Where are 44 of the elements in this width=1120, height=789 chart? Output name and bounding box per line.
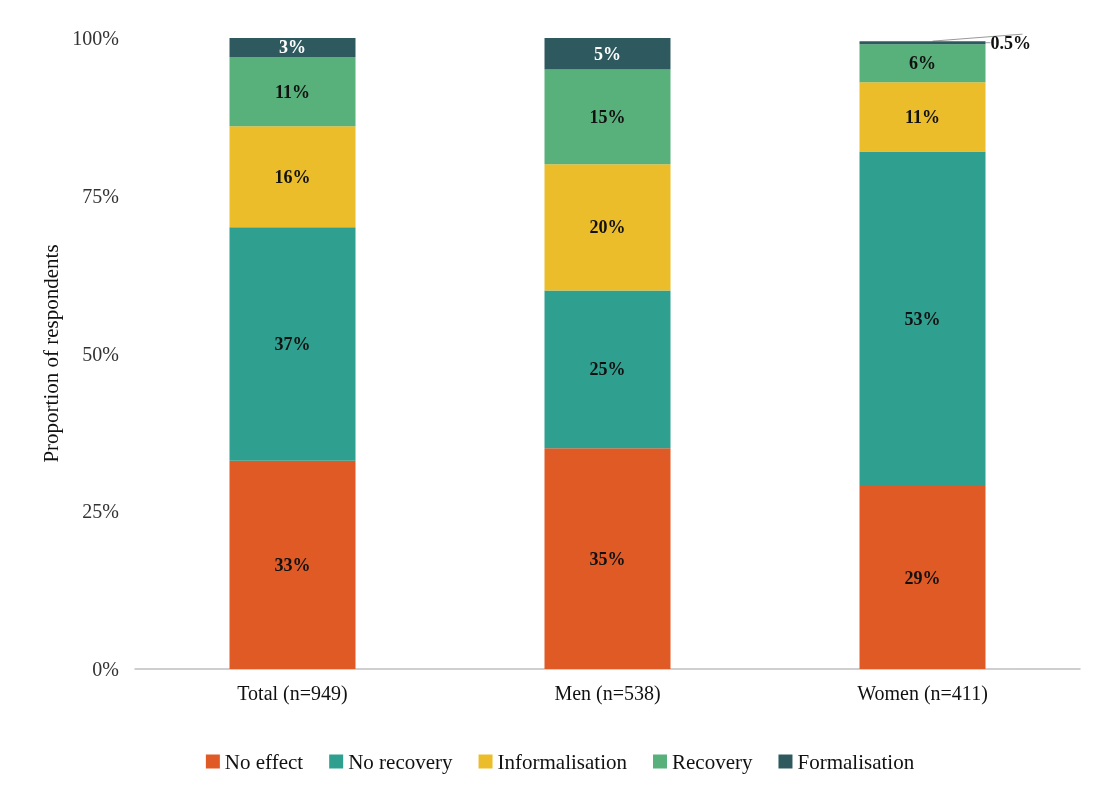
data-label: 33% [274,554,311,575]
data-label: 6% [909,53,936,74]
data-label: 5% [594,43,621,64]
legend-label: No effect [224,749,304,774]
legend-label: Recovery [672,749,753,774]
data-label: 11% [274,81,311,102]
data-label: 3% [279,37,306,58]
bar [229,126,356,228]
bar [859,486,986,669]
bar [859,151,986,487]
y-tick-label: 25% [82,500,119,523]
bar [859,44,986,83]
y-tick-label: 0% [92,658,119,680]
x-tick-label: Women (n=411) [857,682,988,705]
data-label: 37% [274,334,311,355]
data-label: 20% [589,217,626,238]
bar [229,227,356,461]
x-tick-label: Men (n=538) [554,682,661,705]
legend-label: Formalisation [797,749,915,774]
y-tick-label: 100% [72,27,119,49]
bar [544,69,671,165]
data-label: 25% [589,359,626,380]
bar [859,82,986,152]
legend-label: No recovery [348,749,454,774]
y-axis-title: Proportion of respondents [38,244,63,463]
bar [544,290,671,449]
bar [544,38,671,70]
bar [859,41,986,45]
bar [229,38,356,57]
bar [544,164,671,291]
data-label: 11% [904,106,941,127]
data-label: 15% [589,106,626,127]
data-label: 53% [904,308,941,329]
y-tick-label: 50% [82,342,119,365]
data-label: 16% [274,166,311,187]
y-tick-label: 75% [82,184,119,207]
x-tick-label: Total (n=949) [237,682,348,705]
data-label: 35% [589,548,626,569]
bar [229,460,356,669]
bar [544,448,671,669]
data-label: 29% [904,567,941,588]
legend-label: Informalisation [497,749,628,774]
data-label: 0.5% [990,32,1031,53]
bar [229,56,356,127]
